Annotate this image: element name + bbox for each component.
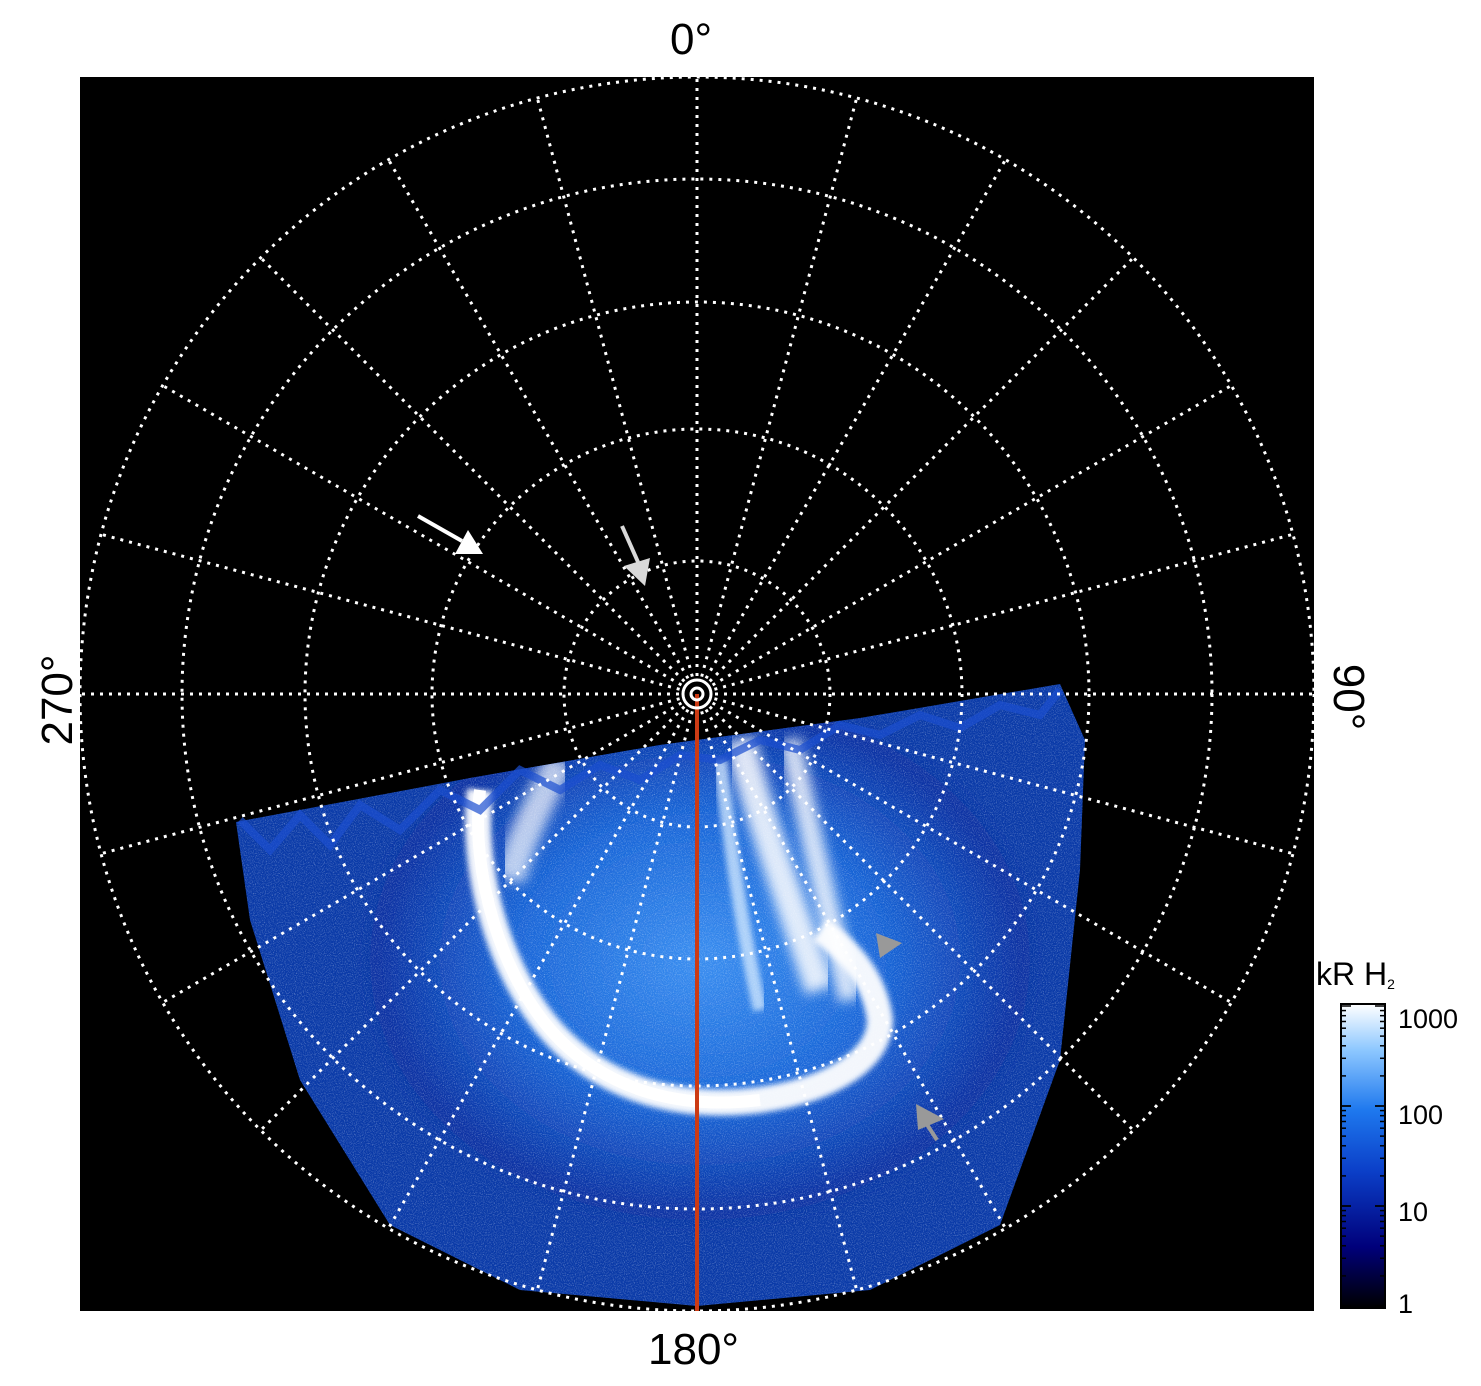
longitude-line [161, 701, 683, 1004]
longitude-line [711, 384, 1233, 687]
longitude-line [100, 697, 681, 856]
label-90-degrees: 90° [1324, 663, 1373, 731]
longitude-line [708, 705, 1135, 1132]
longitude-line [259, 705, 686, 1132]
label-0-degrees: 0° [670, 15, 713, 64]
longitude-line [387, 708, 690, 1230]
colorbar-species-subscript: 2 [1387, 976, 1395, 992]
pole-marker [681, 678, 713, 710]
grey-arrowhead-upper [876, 933, 902, 958]
colorbar-tick-100: 100 [1398, 1100, 1444, 1130]
polar-emission-streaks [725, 736, 835, 995]
colorbar-tick-10: 10 [1398, 1197, 1429, 1227]
aurora-swath [236, 684, 1085, 1306]
colorbar-unit: kR [1316, 956, 1356, 992]
longitude-line [704, 708, 1007, 1230]
colorbar-tick-1000: 1000 [1398, 1004, 1459, 1034]
label-180-degrees: 180° [648, 1325, 740, 1374]
longitude-line [713, 697, 1294, 856]
colorbar-minor-ticks [1341, 1005, 1385, 1307]
colorbar-species: H [1364, 956, 1388, 992]
longitude-line [535, 710, 694, 1291]
longitude-line [700, 710, 859, 1291]
longitude-line [161, 384, 683, 687]
longitude-line [700, 97, 859, 678]
colorbar-title: kR H2 [1316, 956, 1395, 993]
longitude-line [711, 701, 1233, 1004]
label-270-degrees: 270° [33, 654, 82, 746]
grey-arrowhead-lower [916, 1104, 944, 1142]
longitude-line [704, 158, 1007, 680]
longitude-line [708, 256, 1135, 683]
colorbar [1340, 1003, 1386, 1309]
longitude-line [100, 532, 681, 691]
longitude-line [259, 256, 686, 683]
colorbar-tick-1: 1 [1398, 1289, 1414, 1319]
polar-grid [80, 77, 1314, 1311]
latitude-circle [303, 300, 1091, 1088]
white-arrow [417, 514, 483, 554]
longitude-line [713, 532, 1294, 691]
longitude-line [535, 97, 694, 678]
longitude-line [387, 158, 690, 680]
light-grey-arrow [620, 525, 650, 586]
